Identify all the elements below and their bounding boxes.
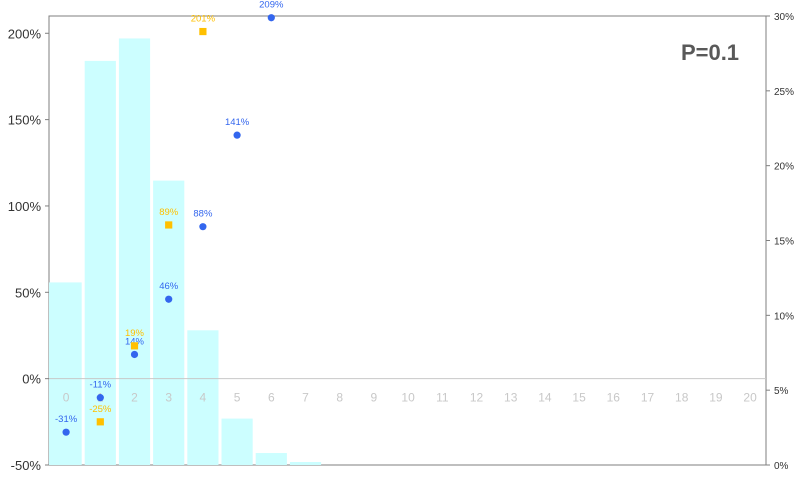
category-label: 3 [165, 391, 172, 405]
right-tick-label: 10% [774, 311, 794, 322]
category-label: 20 [743, 391, 757, 405]
data-label: -31% [55, 414, 78, 425]
point-square [199, 27, 207, 36]
data-label: 89% [159, 207, 179, 218]
right-tick-label: 25% [774, 87, 794, 98]
left-tick-label: 200% [8, 26, 42, 41]
point-circle [96, 394, 104, 402]
right-tick-label: 20% [774, 162, 794, 173]
left-tick-label: 150% [8, 113, 42, 128]
right-tick-label: 5% [774, 386, 789, 397]
data-label: 14% [125, 336, 145, 347]
category-label: 13 [504, 391, 518, 405]
category-labels: 01234567891011121314151617181920 [63, 391, 757, 405]
data-label: 209% [259, 0, 284, 11]
right-tick-label: 15% [774, 237, 794, 248]
bar-6 [255, 453, 287, 465]
category-label: 9 [371, 391, 378, 405]
data-label: 46% [159, 281, 179, 292]
data-label: -11% [90, 380, 112, 391]
point-circle [199, 223, 207, 231]
category-label: 10 [401, 391, 415, 405]
left-tick-label: 0% [22, 372, 41, 387]
category-label: 17 [641, 391, 655, 405]
data-label: 141% [225, 117, 250, 128]
category-label: 18 [675, 391, 689, 405]
point-circle [233, 131, 241, 139]
right-tick-label: 30% [774, 12, 794, 23]
point-square [165, 221, 173, 229]
category-label: 16 [607, 391, 621, 405]
data-label: -25% [89, 404, 112, 415]
category-label: 5 [234, 391, 241, 405]
category-label: 7 [302, 391, 309, 405]
category-label: 12 [470, 391, 484, 405]
bar-5 [221, 418, 253, 465]
bar-2 [118, 38, 151, 465]
category-label: 2 [131, 391, 138, 405]
data-label: 88% [193, 209, 213, 220]
category-label: 4 [200, 391, 207, 405]
point-circle [130, 350, 139, 359]
category-label: 11 [436, 391, 449, 405]
point-circle [267, 14, 275, 22]
category-label: 19 [709, 391, 723, 405]
category-label: 0 [63, 391, 70, 405]
right-axis: 0% 5% 10% 15% 20% 25% 30% [766, 12, 794, 472]
chart-annotation: P=0.1 [681, 40, 739, 65]
category-label: 14 [538, 391, 552, 405]
point-square [130, 342, 139, 350]
left-axis: -50% 0% 50% 100% 150% 200% [8, 26, 49, 473]
point-circle [165, 295, 173, 303]
point-circle [62, 428, 70, 436]
left-tick-label: 100% [8, 199, 42, 214]
category-label: 6 [268, 391, 275, 405]
bars-layer [49, 38, 322, 466]
bar-0 [49, 282, 82, 465]
category-label: 15 [572, 391, 586, 405]
left-tick-label: 50% [15, 285, 41, 300]
right-tick-label: 0% [774, 461, 789, 472]
data-label: 201% [191, 14, 216, 25]
data-label: 19% [125, 328, 145, 339]
bar-7 [289, 462, 322, 465]
left-tick-label: -50% [11, 458, 42, 473]
points-layer: -31% -11% 14% 46% 88% 141% 209% -25% 19% 89% 201% [55, 0, 284, 436]
bar-4 [187, 330, 219, 465]
category-label: 8 [336, 391, 343, 405]
point-square [96, 418, 104, 426]
